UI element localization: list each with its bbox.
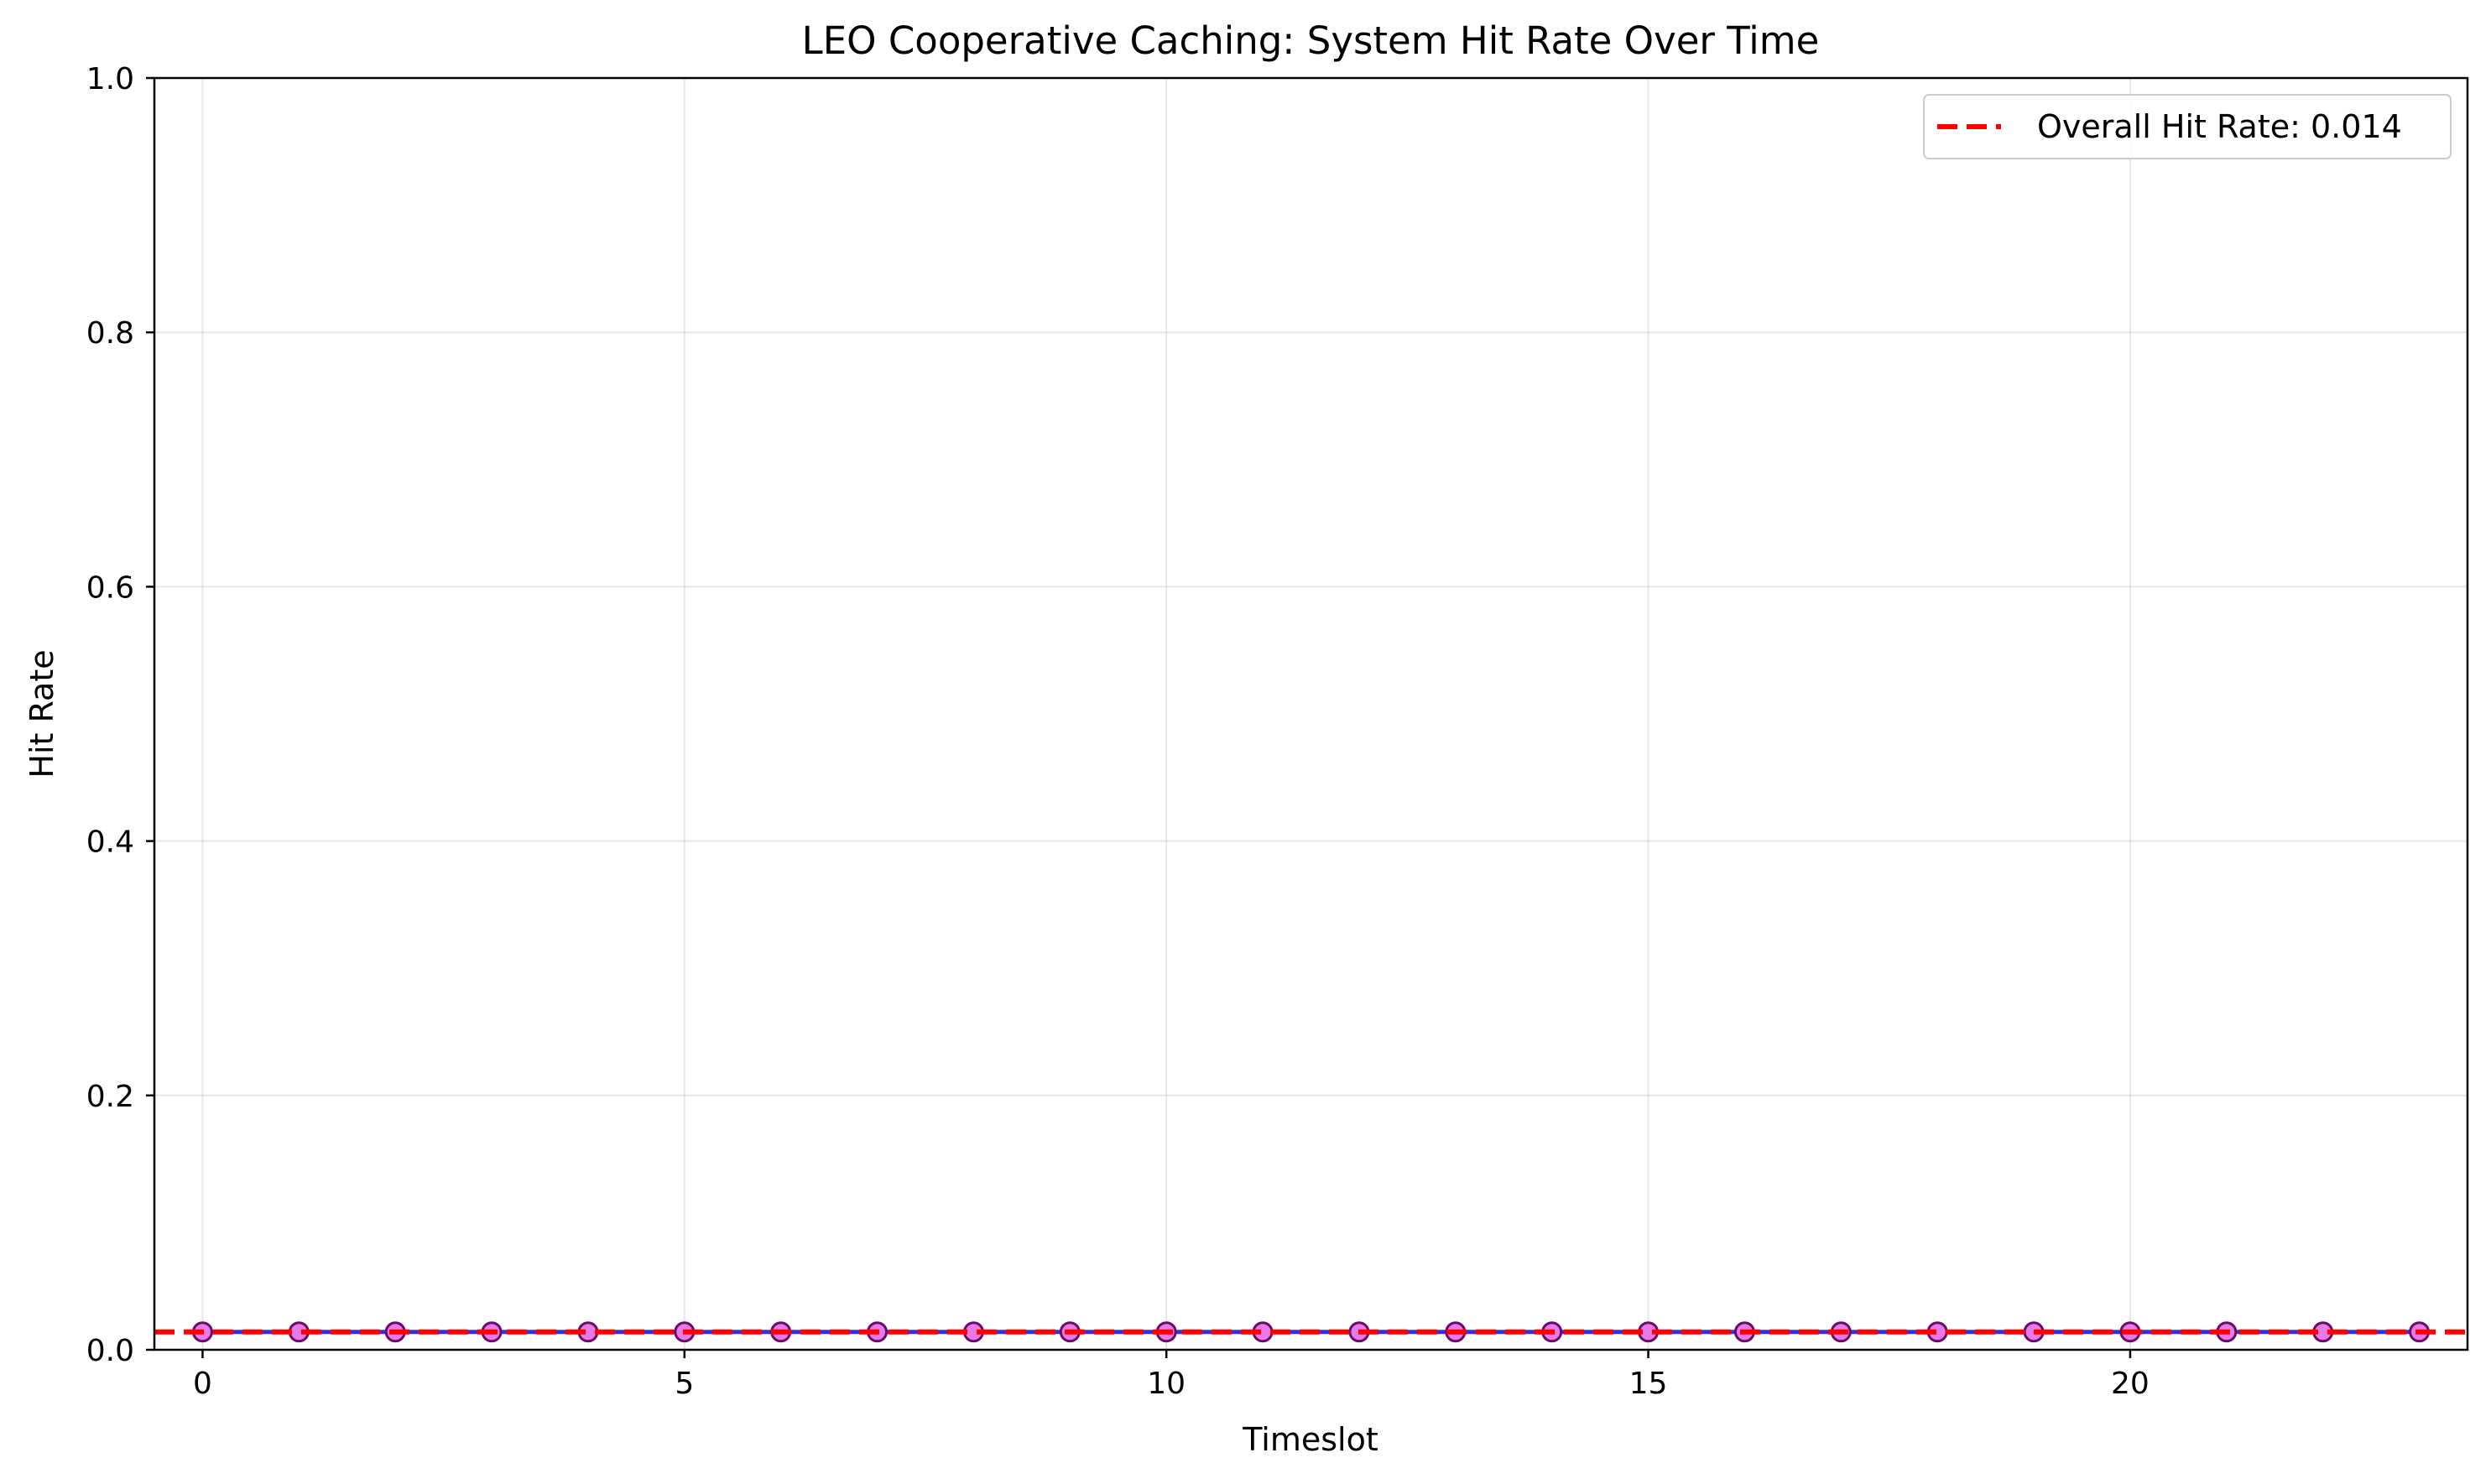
legend-label: Overall Hit Rate: 0.014	[2037, 108, 2402, 145]
plot-frame	[153, 76, 2469, 1351]
y-axis-ticks: 0.0 0.2 0.4 0.6 0.8 1.0	[86, 62, 154, 1368]
x-tick-label: 0	[193, 1367, 212, 1401]
x-tick-label: 20	[2111, 1367, 2150, 1401]
legend: Overall Hit Rate: 0.014	[1923, 94, 2452, 159]
y-tick-label: 0.0	[86, 1334, 134, 1368]
x-axis-label: Timeslot	[1242, 1421, 1378, 1458]
y-tick-label: 0.4	[86, 825, 134, 860]
y-axis-label: Hit Rate	[23, 649, 60, 778]
x-tick-label: 10	[1147, 1367, 1186, 1401]
legend-box	[1923, 94, 2452, 159]
chart-title: LEO Cooperative Caching: System Hit Rate…	[802, 18, 1820, 63]
x-tick-label: 5	[675, 1367, 694, 1401]
y-tick-label: 0.6	[86, 570, 134, 605]
y-tick-label: 1.0	[86, 62, 134, 96]
x-tick-label: 15	[1629, 1367, 1668, 1401]
y-tick-label: 0.8	[86, 316, 134, 351]
x-axis-ticks: 0 5 10 15 20	[193, 1350, 2150, 1401]
y-tick-label: 0.2	[86, 1080, 134, 1114]
